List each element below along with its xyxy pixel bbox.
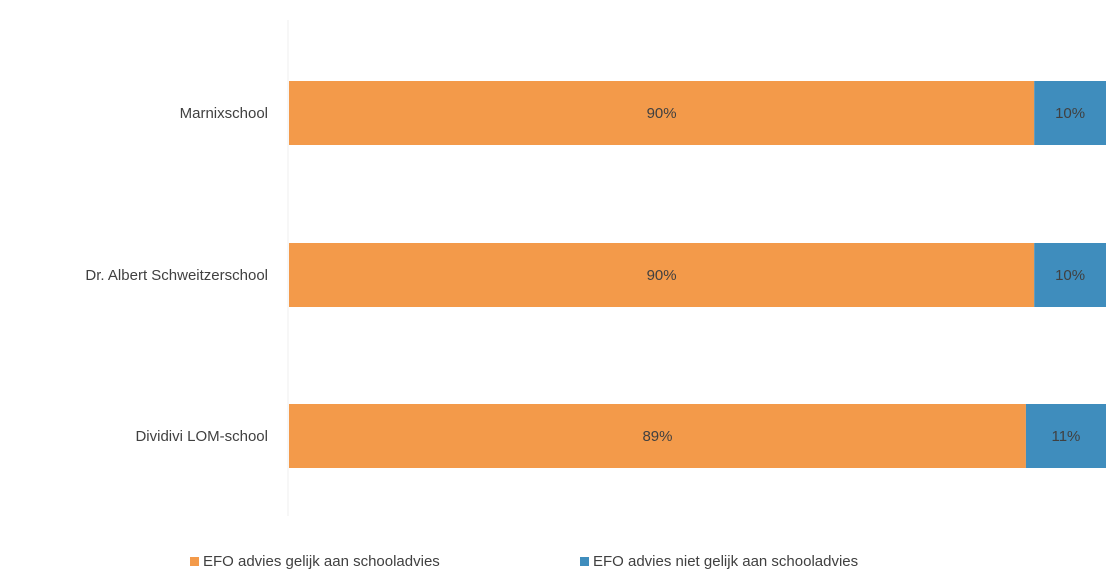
bars-group: Marnixschool 90% 10% Dr. Albert Schweitzers… (85, 81, 1106, 468)
bar-segment-dividivi-lom-school-series-0 (289, 404, 1026, 468)
legend-label-not-equal: EFO advies niet gelijk aan schooladvies (593, 553, 859, 570)
data-label-marnixschool-series-1: 10% (1055, 105, 1085, 122)
data-label-marnixschool-series-0: 90% (647, 105, 677, 122)
bar-segment-marnixschool-series-1 (1034, 81, 1106, 145)
legend: EFO advies gelijk aan schooladvies EFO a… (0, 553, 1106, 577)
legend-item-not-equal: EFO advies niet gelijk aan schooladvies (580, 553, 858, 570)
bar-segment-dr-albert-schweitzerschool-series-1 (1034, 243, 1106, 307)
data-label-dr-albert-schweitzerschool-series-0: 90% (647, 267, 677, 284)
bar-segment-marnixschool-series-0 (289, 81, 1035, 145)
category-label-dr-albert-schweitzerschool: Dr. Albert Schweitzerschool (85, 267, 268, 284)
data-label-dividivi-lom-school-series-0: 89% (642, 428, 672, 445)
bar-segment-dr-albert-schweitzerschool-series-0 (289, 243, 1035, 307)
legend-item-equal: EFO advies gelijk aan schooladvies (190, 553, 440, 570)
data-label-dr-albert-schweitzerschool-series-1: 10% (1055, 267, 1085, 284)
legend-label-equal: EFO advies gelijk aan schooladvies (203, 553, 440, 570)
bar-segment-dividivi-lom-school-series-1 (1025, 404, 1106, 468)
category-label-marnixschool: Marnixschool (180, 105, 268, 122)
data-label-dividivi-lom-school-series-1: 11% (1051, 428, 1080, 445)
category-label-dividivi-lom-school: Dividivi LOM-school (135, 428, 268, 445)
legend-swatch-not-equal (580, 557, 589, 566)
legend-swatch-equal (190, 557, 199, 566)
